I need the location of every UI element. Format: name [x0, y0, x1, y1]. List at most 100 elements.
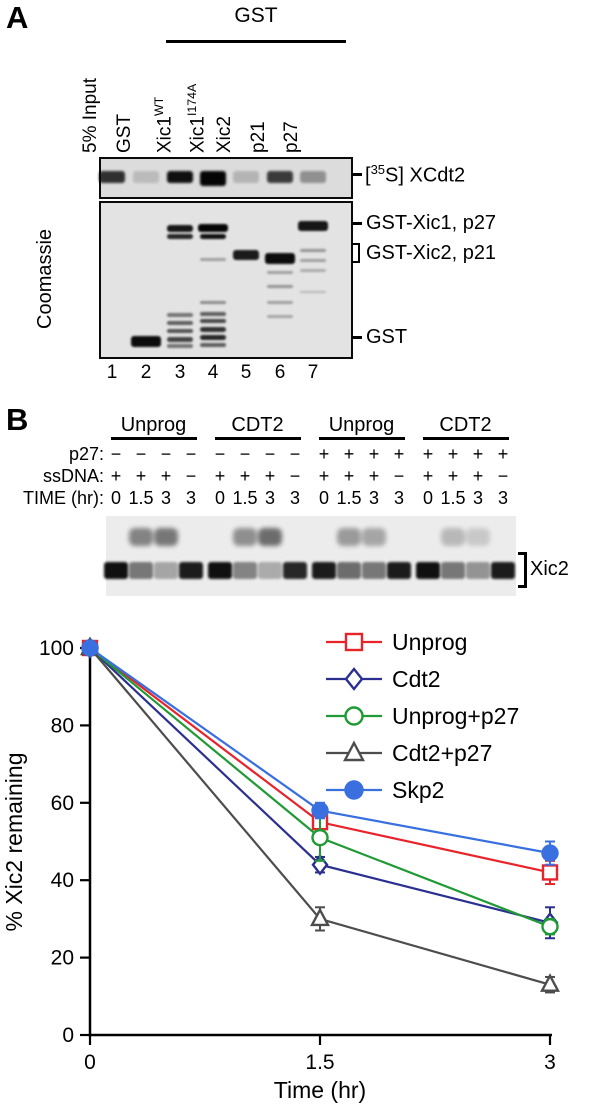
protein-band	[167, 225, 193, 232]
condition-time-value: 0	[422, 488, 433, 508]
series-line-Unprog+p27	[89, 647, 551, 928]
group-header: CDT2	[439, 414, 492, 436]
lane-label: p27	[281, 121, 302, 153]
xic2-band	[154, 562, 178, 579]
marker-diamond	[344, 667, 364, 691]
condition-p27-value: −	[185, 444, 197, 464]
protein-band	[300, 249, 326, 252]
condition-p27-value: +	[393, 444, 405, 464]
condition-p27-value: −	[135, 444, 147, 464]
xic2-band	[283, 562, 307, 579]
group-header: Unprog	[120, 414, 187, 436]
condition-time-value: 1.5	[232, 488, 258, 508]
y-tick-label: 80	[51, 714, 74, 737]
row-label: p27:	[68, 444, 104, 464]
xic2-band	[337, 562, 361, 579]
xic2-band	[233, 562, 257, 579]
marker-triangle	[540, 973, 560, 992]
condition-ssDNA-value: −	[497, 466, 509, 486]
protein-band	[300, 291, 326, 293]
protein-band	[167, 171, 193, 183]
condition-p27-value: −	[264, 444, 276, 464]
legend-label: Unprog	[392, 629, 467, 655]
y-tick-label: 20	[51, 947, 74, 970]
xic2-band	[258, 562, 282, 579]
protein-band	[99, 171, 125, 183]
condition-p27-value: +	[447, 444, 459, 464]
marker-circle	[344, 780, 364, 800]
gst-band-label: GST	[366, 326, 408, 348]
protein-band	[131, 336, 161, 347]
xic2-shifted-band	[337, 528, 361, 546]
protein-band	[198, 224, 228, 232]
condition-ssDNA-value: +	[472, 466, 484, 486]
condition-time-value: 3	[472, 488, 483, 508]
lane-label: 5% Input	[80, 78, 101, 153]
xic2-bracket	[518, 552, 527, 588]
group-underline	[318, 437, 405, 440]
series-line-Cdt2	[89, 647, 551, 924]
xic2-degradation-chart: 0 20 40 60 80 100 0 1.5 3 % Xic2 remaining Time (h…	[1, 629, 560, 1103]
group-underline	[422, 437, 509, 440]
legend-label: Cdt2	[392, 666, 441, 692]
protein-band	[265, 253, 295, 264]
band-pointer-line	[352, 222, 362, 225]
legend-label: Unprog+p27	[392, 703, 519, 729]
marker-circle	[541, 917, 559, 936]
condition-ssDNA-value: +	[135, 466, 147, 486]
xic2-band	[104, 562, 128, 579]
protein-band	[267, 271, 293, 274]
legend-label: Cdt2+p27	[392, 740, 492, 766]
xic2-shifted-band	[154, 528, 178, 546]
condition-p27-value: +	[368, 444, 380, 464]
protein-band	[200, 258, 226, 261]
condition-ssDNA-value: +	[368, 466, 380, 486]
condition-p27-value: +	[318, 444, 330, 464]
xic2-shifted-band	[258, 528, 282, 546]
protein-band	[167, 344, 193, 348]
condition-ssDNA-value: +	[160, 466, 172, 486]
y-tick-label: 0	[62, 1024, 74, 1047]
row-label: TIME (hr):	[23, 488, 104, 508]
condition-time-value: 3	[368, 488, 379, 508]
condition-time-value: 3	[160, 488, 171, 508]
x-axis-label: Time (hr)	[274, 1077, 366, 1103]
condition-ssDNA-value: +	[343, 466, 355, 486]
condition-time-value: 1.5	[440, 488, 466, 508]
protein-band	[167, 313, 193, 317]
protein-band	[200, 343, 226, 347]
condition-ssDNA-value: +	[239, 466, 251, 486]
marker-circle	[541, 844, 559, 862]
lane-number: 2	[140, 362, 152, 383]
marker-triangle	[343, 740, 365, 762]
coomassie-gel	[99, 201, 353, 359]
condition-time-value: 0	[318, 488, 329, 508]
protein-band	[233, 171, 259, 183]
band-pointer-line	[352, 336, 362, 339]
condition-ssDNA-value: −	[289, 466, 301, 486]
protein-band	[267, 315, 293, 318]
condition-p27-value: −	[289, 444, 301, 464]
condition-time-value: 1.5	[128, 488, 154, 508]
y-axis-label: % Xic2 remaining	[1, 753, 27, 932]
protein-band	[267, 301, 293, 304]
autoradiograph-gel	[99, 157, 353, 199]
xic2-band	[416, 562, 440, 579]
condition-time-value: 3	[393, 488, 404, 508]
y-tick-label: 60	[51, 792, 74, 815]
marker-triangle	[310, 907, 330, 927]
protein-band	[267, 171, 293, 183]
y-tick-label: 100	[39, 637, 74, 660]
xic2-shifted-band	[466, 528, 490, 546]
condition-ssDNA-value: −	[185, 466, 197, 486]
lane-label: Xic2	[214, 116, 235, 153]
condition-p27-value: −	[110, 444, 122, 464]
protein-band	[200, 171, 226, 186]
marker-circle	[311, 801, 329, 820]
panel-a-label: A	[6, 0, 29, 35]
xic2-shifted-band	[233, 528, 257, 546]
x-tick-label: 3	[544, 1051, 556, 1074]
xcdt2-band-label: [35S] XCdt2	[365, 162, 466, 187]
gst-group-header: GST	[234, 4, 278, 27]
